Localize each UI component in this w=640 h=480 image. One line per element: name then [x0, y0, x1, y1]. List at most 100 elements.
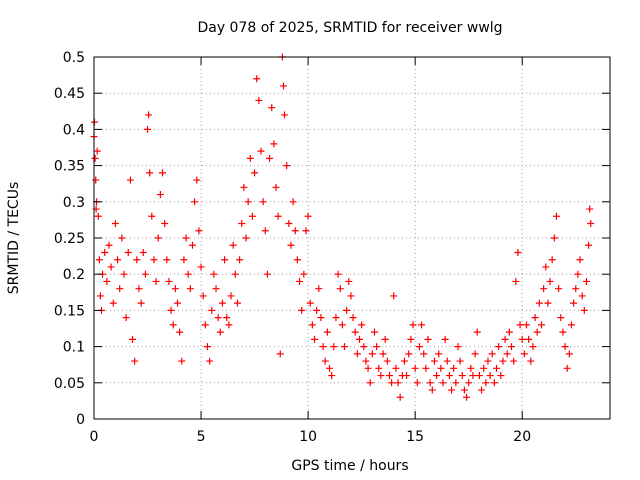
data-point	[370, 328, 378, 336]
data-point	[167, 306, 175, 314]
data-point	[522, 321, 530, 329]
data-point	[156, 191, 164, 199]
data-point	[306, 299, 314, 307]
data-point	[392, 364, 400, 372]
data-point	[456, 357, 464, 365]
data-point	[514, 248, 522, 256]
data-point	[105, 241, 113, 249]
data-point	[161, 220, 169, 228]
data-point	[471, 350, 479, 358]
data-point	[572, 285, 580, 293]
data-point	[174, 299, 182, 307]
data-point	[497, 372, 505, 380]
data-point	[488, 350, 496, 358]
data-point	[345, 277, 353, 285]
data-point	[585, 241, 593, 249]
data-point	[360, 343, 368, 351]
data-point	[94, 212, 102, 220]
data-point	[379, 350, 387, 358]
data-point	[225, 321, 233, 329]
data-point	[126, 176, 134, 184]
data-point	[473, 328, 481, 336]
data-point	[285, 220, 293, 228]
data-point	[148, 212, 156, 220]
data-point	[233, 299, 241, 307]
data-point	[557, 314, 565, 322]
data-point	[535, 299, 543, 307]
data-point	[478, 386, 486, 394]
y-tick-label: 0.1	[63, 340, 85, 356]
data-point	[276, 350, 284, 358]
data-point	[338, 321, 346, 329]
data-point	[377, 372, 385, 380]
data-point	[552, 212, 560, 220]
data-point	[529, 343, 537, 351]
data-point	[540, 285, 548, 293]
data-point	[291, 227, 299, 235]
data-point	[326, 364, 334, 372]
data-point	[394, 379, 402, 387]
data-point	[186, 285, 194, 293]
data-point	[152, 277, 160, 285]
data-point	[409, 321, 417, 329]
data-point	[433, 372, 441, 380]
data-point	[486, 372, 494, 380]
data-point	[343, 306, 351, 314]
data-point	[480, 364, 488, 372]
data-point	[122, 314, 130, 322]
data-point	[576, 256, 584, 264]
data-point	[101, 248, 109, 256]
data-point	[580, 306, 588, 314]
data-point	[298, 306, 306, 314]
x-tick-label: 20	[513, 429, 531, 445]
data-point	[159, 169, 167, 177]
data-point	[184, 270, 192, 278]
data-point	[467, 364, 475, 372]
data-point	[563, 364, 571, 372]
data-point	[218, 299, 226, 307]
data-point	[437, 364, 445, 372]
data-point	[223, 314, 231, 322]
data-point	[210, 270, 218, 278]
data-point	[353, 350, 361, 358]
data-point	[411, 364, 419, 372]
data-point	[261, 227, 269, 235]
data-point	[420, 350, 428, 358]
data-point	[129, 335, 137, 343]
data-point	[240, 183, 248, 191]
data-point	[133, 256, 141, 264]
data-point	[145, 111, 153, 119]
data-point	[296, 277, 304, 285]
data-point	[279, 82, 287, 90]
data-point	[358, 321, 366, 329]
data-point	[287, 241, 295, 249]
data-point	[109, 299, 117, 307]
data-point	[93, 147, 101, 155]
data-point	[510, 357, 518, 365]
data-point	[561, 343, 569, 351]
data-point	[452, 379, 460, 387]
data-point	[428, 386, 436, 394]
y-axis-label: SRMTID / TECUs	[6, 182, 22, 295]
x-tick-label: 5	[197, 429, 206, 445]
data-point	[257, 147, 265, 155]
data-point	[570, 299, 578, 307]
data-point	[199, 292, 207, 300]
data-point	[512, 277, 520, 285]
grid	[94, 57, 610, 419]
data-point	[231, 270, 239, 278]
data-point	[95, 256, 103, 264]
data-point	[221, 256, 229, 264]
data-point	[319, 343, 327, 351]
data-point	[248, 212, 256, 220]
data-point	[328, 372, 336, 380]
plot-frame	[93, 56, 611, 420]
data-point	[415, 343, 423, 351]
data-point	[171, 285, 179, 293]
data-point	[490, 379, 498, 387]
data-point	[413, 379, 421, 387]
data-point	[347, 292, 355, 300]
data-point	[144, 125, 152, 133]
data-point	[518, 335, 526, 343]
